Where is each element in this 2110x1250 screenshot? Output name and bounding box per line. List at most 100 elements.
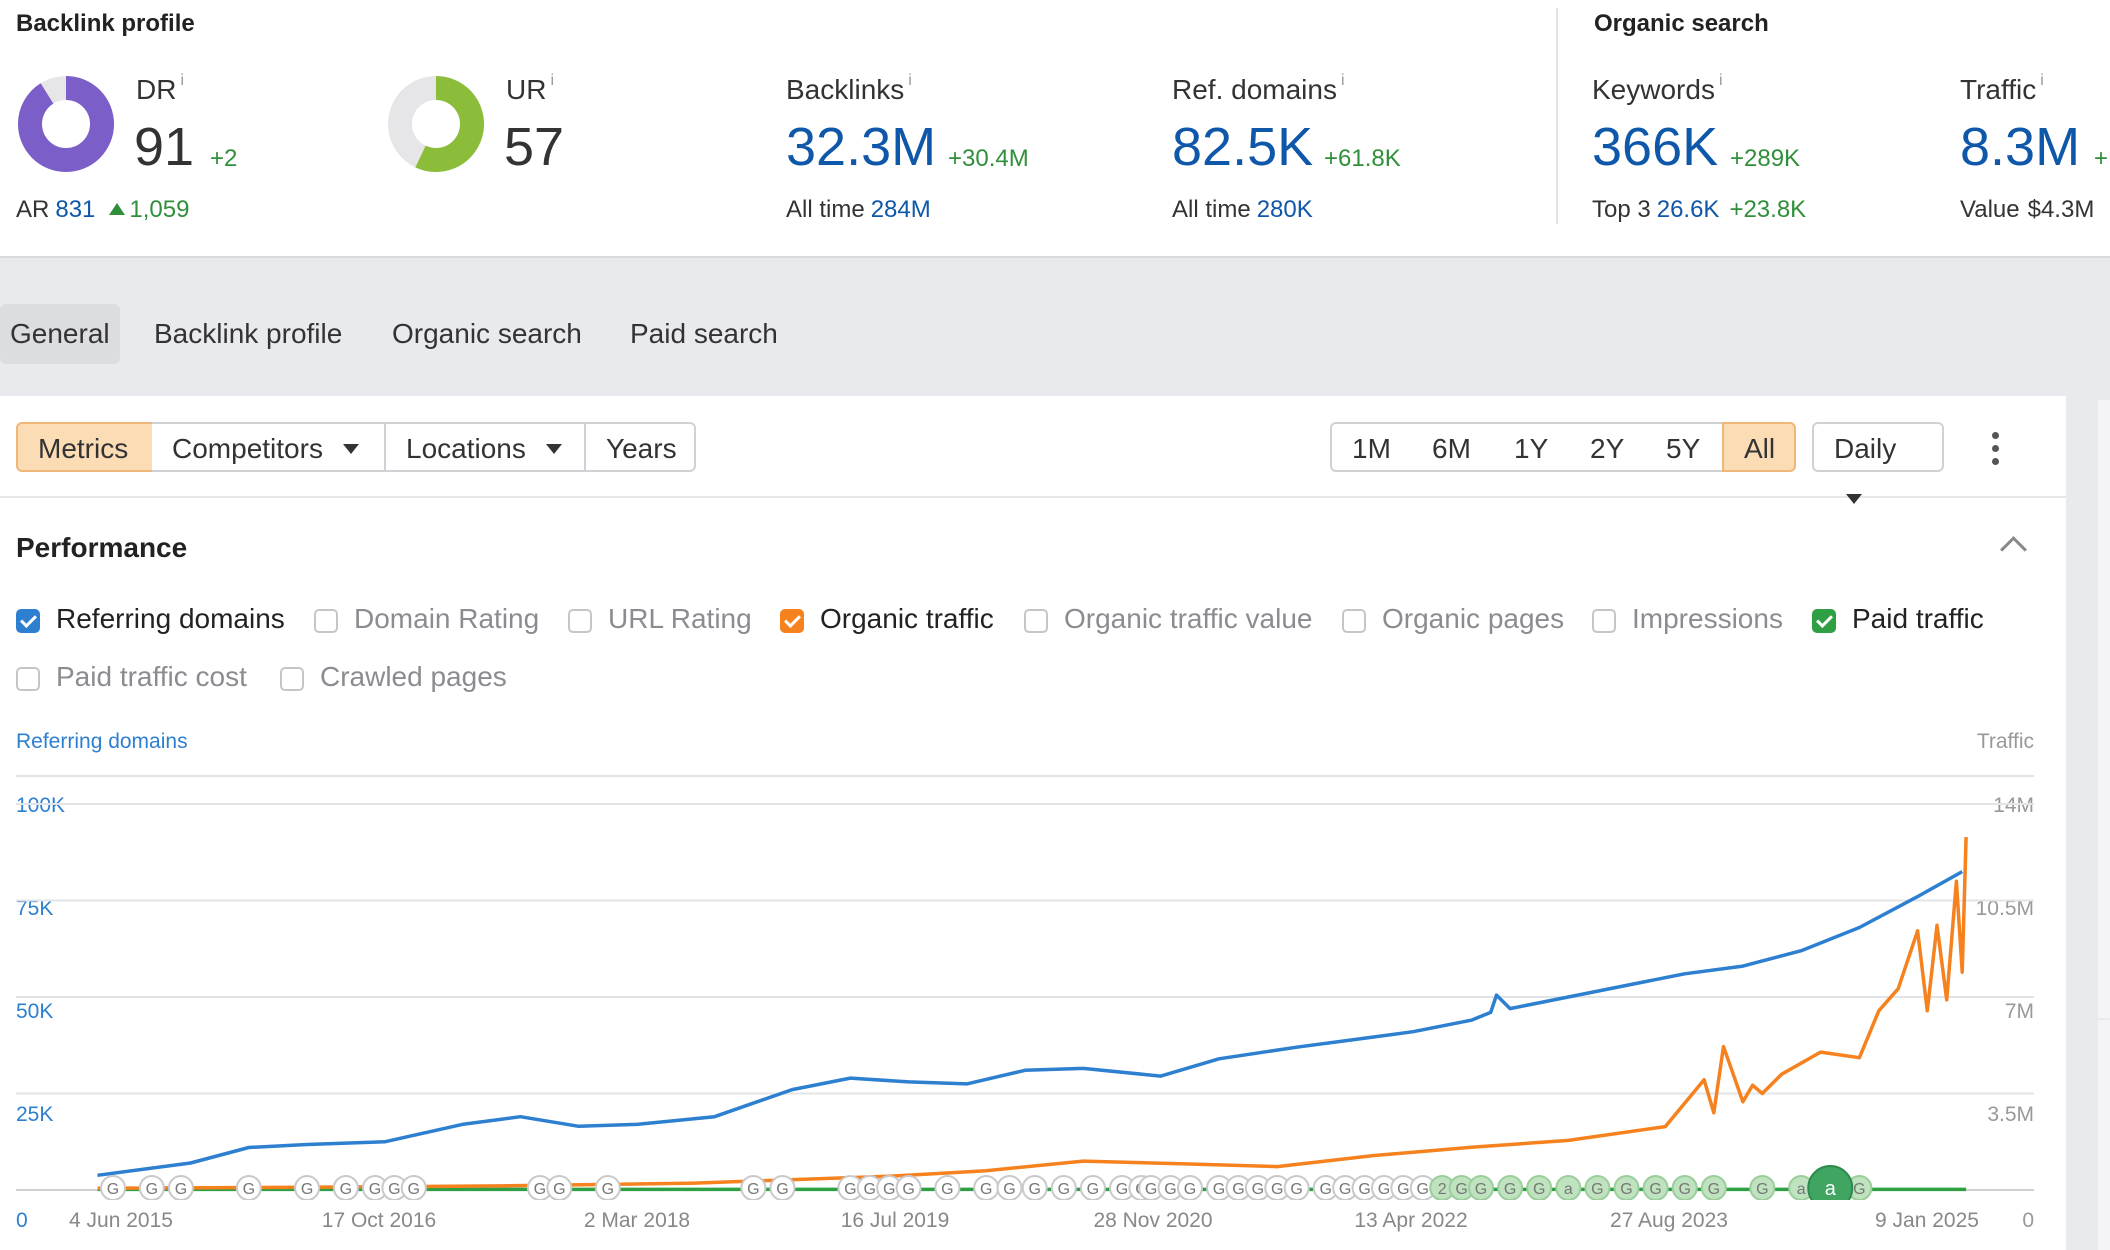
ref-domains-info-icon[interactable]: i	[1340, 72, 1345, 89]
traffic-info-icon[interactable]: i	[2040, 72, 2044, 89]
google-update-marker[interactable]: G	[876, 1175, 903, 1200]
checkbox-impressions[interactable]: Impressions	[1592, 602, 1783, 636]
tab-paid-search[interactable]: Paid search	[630, 318, 778, 349]
google-update-marker[interactable]: G	[1050, 1175, 1077, 1200]
checkbox-organic-pages[interactable]: Organic pages	[1342, 602, 1564, 636]
checkbox-url-rating[interactable]: URL Rating	[568, 602, 752, 636]
google-update-marker[interactable]: G	[1467, 1175, 1494, 1200]
range-6m-button[interactable]: 6M	[1412, 422, 1496, 472]
performance-chart[interactable]: GGGGGGGGGGGGGGGGGGGGGGGGGGGGGGGGGGGGGGGG…	[0, 760, 2040, 1200]
google-update-marker[interactable]: G	[1671, 1175, 1698, 1200]
tab-organic-search[interactable]: Organic search	[392, 318, 582, 349]
google-update-marker[interactable]: G	[294, 1175, 321, 1200]
keywords-top3-value[interactable]: 26.6K	[1656, 196, 1720, 223]
backlinks-info-icon[interactable]: i	[908, 72, 912, 89]
google-update-marker[interactable]: G	[1749, 1175, 1776, 1200]
google-update-marker[interactable]: G	[996, 1175, 1023, 1200]
competitors-dropdown[interactable]: Competitors	[152, 422, 386, 472]
range-1m-button[interactable]: 1M	[1330, 422, 1414, 472]
google-update-marker[interactable]: G	[934, 1175, 961, 1200]
google-update-marker[interactable]: G	[100, 1175, 127, 1200]
years-button[interactable]: Years	[584, 422, 696, 472]
checkbox-icon[interactable]	[16, 667, 40, 691]
google-update-marker[interactable]: G	[167, 1175, 194, 1200]
google-update-marker[interactable]: G	[1584, 1175, 1611, 1200]
donut-fill	[18, 76, 114, 172]
checkbox-paid-traffic-cost[interactable]: Paid traffic cost	[16, 660, 247, 694]
google-update-marker[interactable]: G	[1079, 1175, 1106, 1200]
google-update-marker[interactable]: a	[1555, 1175, 1582, 1200]
backlinks-label[interactable]: Backlinks i	[786, 72, 912, 105]
checkbox-referring-domains[interactable]: Referring domains	[16, 602, 285, 636]
google-update-marker[interactable]: G	[400, 1175, 427, 1200]
checkbox-icon[interactable]	[280, 667, 304, 691]
scrollbar-track-lower[interactable]	[2098, 1020, 2110, 1250]
google-update-marker[interactable]: G	[1613, 1175, 1640, 1200]
google-update-marker[interactable]: G	[546, 1175, 573, 1200]
google-update-marker[interactable]: G	[1312, 1175, 1339, 1200]
x-tick-2018: 2 Mar 2018	[583, 1209, 691, 1232]
google-update-marker[interactable]: G	[1370, 1175, 1397, 1200]
scrollbar-track[interactable]	[2098, 400, 2110, 1018]
ref-domains-value[interactable]: 82.5K	[1172, 117, 1314, 177]
google-update-marker[interactable]: G	[1497, 1175, 1524, 1200]
google-update-marker[interactable]: G	[973, 1175, 1000, 1200]
backlinks-all-time-value[interactable]: 284M	[870, 196, 931, 223]
tab-backlink-profile[interactable]: Backlink profile	[154, 318, 343, 349]
dr-label[interactable]: DR i	[136, 72, 185, 105]
google-update-marker[interactable]: G	[1700, 1175, 1727, 1200]
checkbox-paid-traffic[interactable]: Paid traffic	[1812, 602, 1984, 636]
checkbox-organic-traffic-value[interactable]: Organic traffic value	[1024, 602, 1313, 636]
backlinks-value[interactable]: 32.3M	[786, 117, 937, 177]
checkbox-domain-rating[interactable]: Domain Rating	[314, 602, 539, 636]
checkbox-icon[interactable]	[16, 609, 40, 633]
range-1y-button[interactable]: 1Y	[1494, 422, 1572, 472]
keywords-info-icon[interactable]: i	[1718, 72, 1723, 89]
checkbox-icon[interactable]	[1592, 609, 1616, 633]
locations-dropdown[interactable]: Locations	[386, 422, 586, 472]
range-5y-button[interactable]: 5Y	[1646, 422, 1724, 472]
ar-value[interactable]: 831	[55, 196, 96, 223]
google-update-marker[interactable]: G	[235, 1175, 262, 1200]
metrics-button[interactable]: Metrics	[16, 422, 154, 472]
checkbox-organic-traffic[interactable]: Organic traffic	[780, 602, 994, 636]
selected-update-marker[interactable]: a	[1807, 1165, 1854, 1200]
google-update-marker[interactable]: G	[769, 1175, 796, 1200]
google-update-marker[interactable]: G	[361, 1175, 388, 1200]
tab-general[interactable]: General	[0, 304, 120, 364]
traffic-label[interactable]: Traffic i	[1960, 72, 2044, 105]
google-update-marker[interactable]: G	[138, 1175, 165, 1200]
google-update-marker[interactable]: G	[740, 1175, 767, 1200]
interval-dropdown[interactable]: Daily	[1812, 422, 1944, 504]
google-update-marker[interactable]: G	[594, 1175, 621, 1200]
google-update-marker[interactable]: G	[1642, 1175, 1669, 1200]
checkbox-icon[interactable]	[780, 609, 804, 633]
range-2y-button[interactable]: 2Y	[1570, 422, 1648, 472]
more-options-icon[interactable]	[1992, 432, 1999, 471]
checkbox-icon[interactable]	[1342, 609, 1366, 633]
marker-letter: G	[1591, 1181, 1603, 1198]
traffic-value[interactable]: 8.3M	[1960, 117, 2081, 177]
organic-traffic-line[interactable]	[97, 837, 1968, 1191]
checkbox-icon[interactable]	[314, 609, 338, 633]
checkbox-icon[interactable]	[1812, 609, 1836, 633]
google-update-marker[interactable]: G	[1283, 1175, 1310, 1200]
google-update-marker[interactable]: G	[1176, 1175, 1203, 1200]
checkbox-icon[interactable]	[1024, 609, 1048, 633]
checkbox-icon[interactable]	[568, 609, 592, 633]
referring-domains-line[interactable]	[97, 870, 1964, 1178]
ref-domains-label[interactable]: Ref. domains i	[1172, 72, 1345, 105]
marker-letter: G	[1708, 1181, 1720, 1198]
keywords-value[interactable]: 366K	[1592, 117, 1719, 177]
dr-info-icon[interactable]: i	[180, 72, 185, 89]
ur-info-icon[interactable]: i	[550, 72, 555, 89]
keywords-label[interactable]: Keywords i	[1592, 72, 1723, 105]
ref-domains-all-time-value[interactable]: 280K	[1256, 196, 1313, 223]
checkbox-crawled-pages[interactable]: Crawled pages	[280, 660, 507, 694]
range-all-button[interactable]: All	[1722, 422, 1796, 472]
google-update-marker[interactable]: G	[895, 1175, 922, 1200]
ur-label[interactable]: UR i	[506, 72, 555, 105]
google-update-marker[interactable]: G	[1021, 1175, 1048, 1200]
google-update-marker[interactable]: G	[1526, 1175, 1553, 1200]
google-update-marker[interactable]: G	[332, 1175, 359, 1200]
